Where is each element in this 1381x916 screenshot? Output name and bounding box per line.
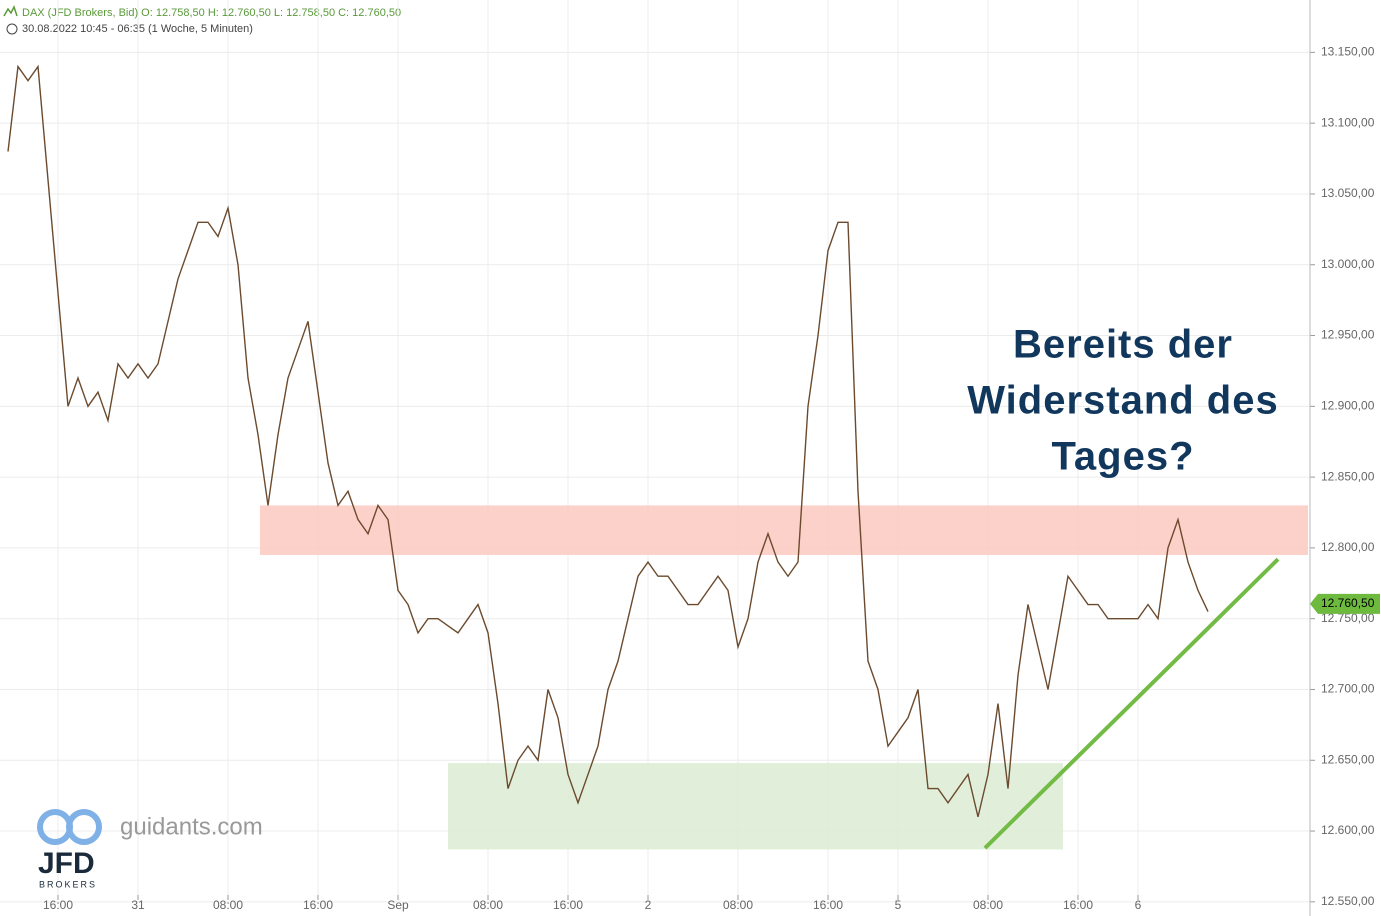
x-tick-label: 08:00 [973,898,1003,912]
y-tick-label: 12.950,00 [1321,328,1375,342]
x-tick-label: 6 [1135,898,1142,912]
logo-ring [66,809,102,845]
y-tick-label: 12.750,00 [1321,611,1375,625]
annotation: Tages? [1051,435,1194,479]
x-tick-label: 08:00 [213,898,243,912]
y-tick-label: 12.850,00 [1321,469,1375,483]
y-tick-label: 13.000,00 [1321,257,1375,271]
logo-ring [37,809,73,845]
y-tick-label: 13.050,00 [1321,186,1375,200]
x-tick-label: 16:00 [43,898,73,912]
x-tick-label: 2 [645,898,652,912]
last-price-marker [1310,593,1380,614]
x-tick-label: 5 [895,898,902,912]
x-tick-label: 08:00 [723,898,753,912]
chart-title: DAX (JFD Brokers, Bid) O: 12.758,50 H: 1… [22,7,401,19]
chart-subtitle: 30.08.2022 10:45 - 06:35 (1 Woche, 5 Min… [22,23,253,35]
x-tick-label: 31 [131,898,145,912]
y-tick-label: 12.900,00 [1321,398,1375,412]
x-tick-label: 08:00 [473,898,503,912]
watermark-logo: JFD [38,847,95,880]
zone [448,763,1063,850]
y-tick-label: 12.700,00 [1321,682,1375,696]
trendline [983,557,1280,850]
annotation: Widerstand des [967,379,1278,423]
last-price-label: 12.760,50 [1321,596,1375,610]
x-tick-label: Sep [387,898,409,912]
x-tick-label: 16:00 [303,898,333,912]
y-tick-label: 12.550,00 [1321,894,1375,908]
chart-icon [3,5,18,17]
watermark-site: guidants.com [120,813,263,840]
price-line [7,64,1209,818]
clock-icon [6,23,18,35]
x-tick-label: 16:00 [813,898,843,912]
y-tick-label: 12.600,00 [1321,823,1375,837]
zone [260,505,1308,555]
y-tick-label: 13.100,00 [1321,115,1375,129]
y-tick-label: 12.800,00 [1321,540,1375,554]
x-tick-label: 16:00 [553,898,583,912]
y-tick-label: 13.150,00 [1321,45,1375,59]
x-tick-label: 16:00 [1063,898,1093,912]
y-tick-label: 12.650,00 [1321,752,1375,766]
watermark-logo-sub: BROKERS [39,879,97,889]
annotation: Bereits der [1013,323,1233,367]
